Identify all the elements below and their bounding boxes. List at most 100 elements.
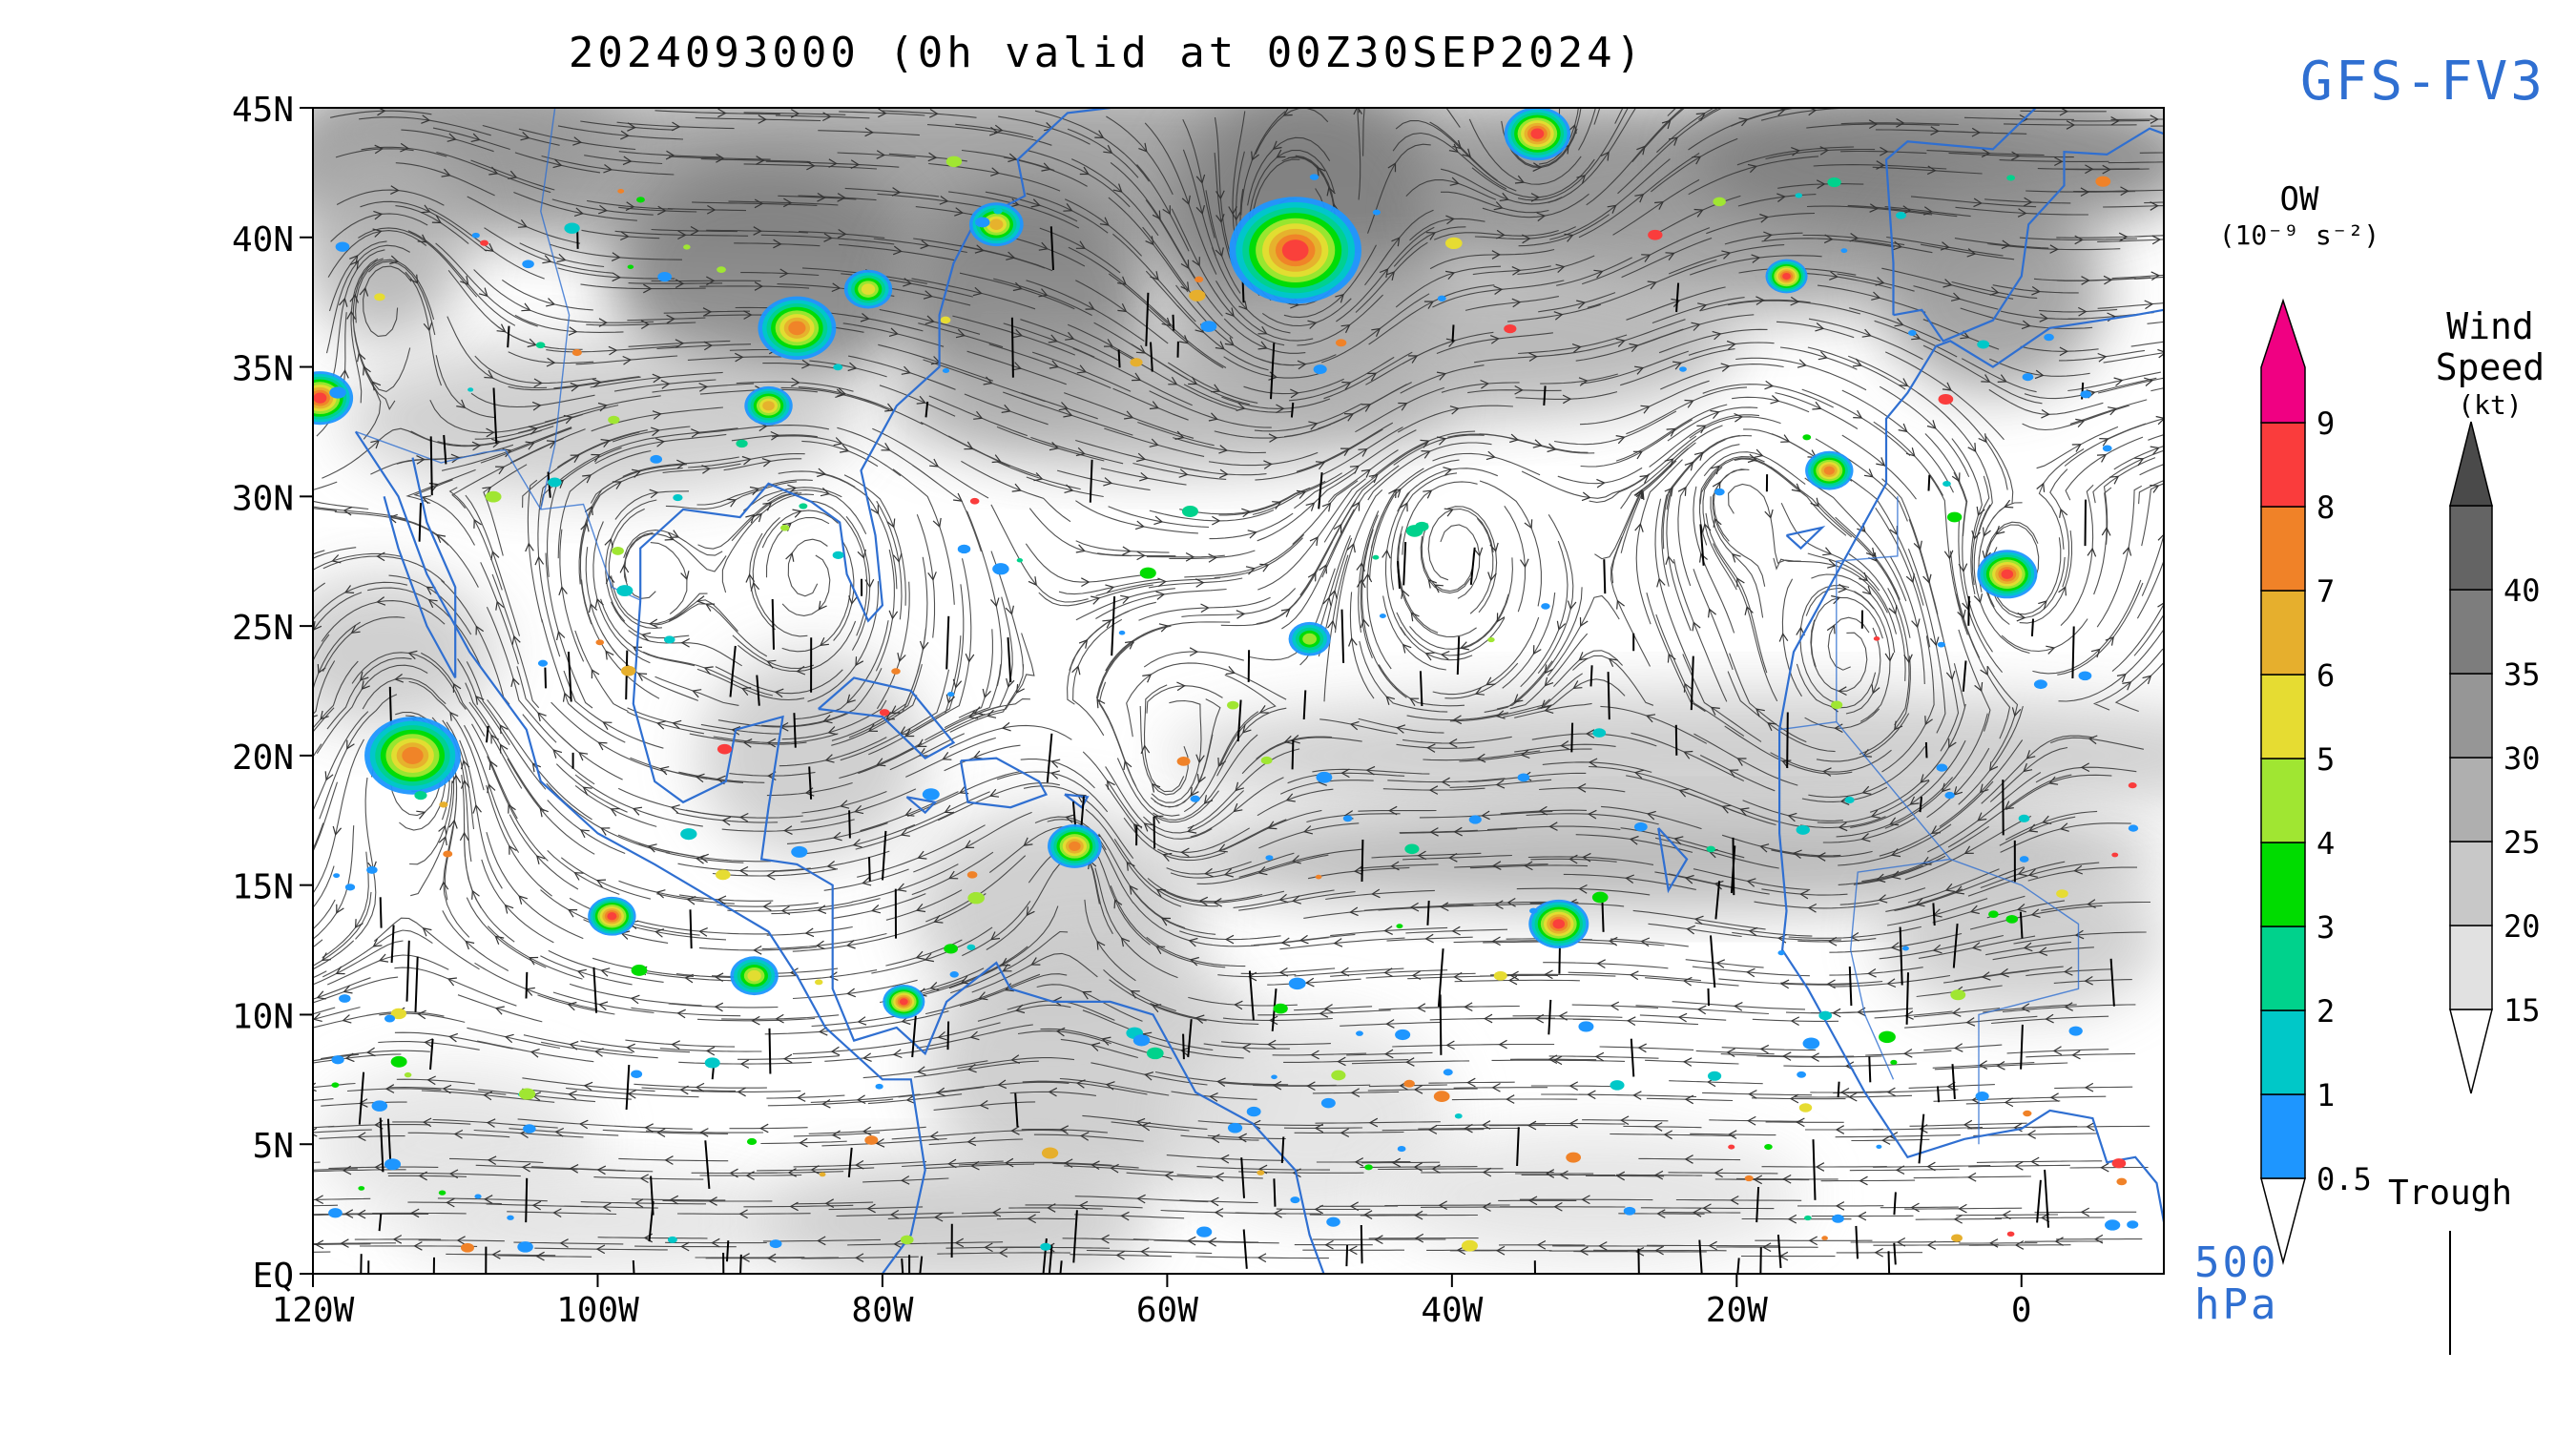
ow-speck — [975, 217, 990, 228]
ow-contour — [1823, 466, 1835, 475]
ow-speck — [663, 635, 675, 644]
ow-vortex — [843, 269, 893, 309]
ow-vortex — [1765, 259, 1808, 294]
lat-tick-label: 20N — [232, 738, 294, 778]
ow-speck — [537, 659, 549, 667]
ow-speck — [1189, 289, 1206, 302]
ow-speck — [2019, 856, 2029, 863]
ow-speck — [1796, 824, 1810, 835]
ow-speck — [1316, 771, 1333, 783]
ow-speck — [1764, 1144, 1773, 1151]
ow-contour — [2001, 569, 2014, 579]
ow-speck — [940, 316, 951, 324]
ow-speck — [439, 801, 448, 808]
ow-speck — [944, 944, 958, 954]
ow-speck — [1648, 229, 1663, 240]
ow-speck — [471, 232, 480, 239]
ow-speck — [2127, 1220, 2139, 1229]
ow-speck — [1309, 174, 1319, 180]
lat-tick-label: 5N — [253, 1127, 294, 1166]
ow-contour — [607, 912, 617, 921]
ow-speck — [949, 971, 959, 978]
ow-colorbar-bin — [2260, 298, 2306, 424]
ow-speck — [2023, 1110, 2032, 1117]
coastline — [1785, 525, 1826, 551]
ow-contour — [402, 746, 424, 764]
ow-speck — [438, 1190, 447, 1196]
wind-speed-area — [754, 1156, 1153, 1274]
ow-speck — [833, 364, 843, 371]
ow-speck — [1517, 773, 1530, 782]
ow-speck — [1331, 1070, 1346, 1081]
ow-colorbar-label: 8 — [2316, 489, 2335, 526]
ow-contour — [1281, 239, 1309, 261]
ow-speck — [1623, 1206, 1636, 1216]
wind-colorbar-label: 20 — [2503, 908, 2541, 945]
ow-contour — [747, 969, 761, 982]
wind-colorbar-label: 35 — [2503, 656, 2541, 693]
ow-vortex — [758, 296, 837, 360]
ow-colorbar-bin — [2260, 842, 2306, 927]
ow-speck — [1578, 1021, 1594, 1032]
wind-colorbar-label: 15 — [2503, 992, 2541, 1029]
ow-speck — [390, 1008, 406, 1020]
ow-speck — [1876, 1144, 1882, 1149]
ow-speck — [616, 585, 634, 597]
lat-tick-label: 10N — [232, 997, 294, 1036]
coastline — [1884, 108, 2037, 316]
ow-speck — [1372, 554, 1380, 560]
ow-speck — [2033, 679, 2047, 690]
trough-legend-label: Trough — [2388, 1174, 2512, 1213]
ow-speck — [716, 869, 731, 881]
ow-speck — [779, 524, 790, 531]
ow-speck — [1798, 1103, 1813, 1113]
ow-speck — [1454, 1113, 1463, 1119]
ow-speck — [1907, 329, 1917, 337]
ow-speck — [1190, 795, 1200, 802]
ow-speck — [1146, 1047, 1164, 1060]
wind-colorbar-bin — [2449, 757, 2493, 842]
ow-speck — [966, 944, 976, 950]
wind-colorbar-label: 40 — [2503, 572, 2541, 609]
ow-speck — [1610, 1080, 1625, 1091]
ow-contour — [899, 998, 908, 1006]
ow-speck — [1827, 177, 1841, 188]
ow-colorbar-bin — [2260, 506, 2306, 592]
wind-colorbar-bin — [2449, 925, 2493, 1010]
ow-speck — [612, 546, 624, 555]
wind-speed-area — [1879, 185, 2108, 393]
ow-speck — [1879, 1030, 1896, 1044]
pressure-level-value: 500 — [2194, 1238, 2278, 1287]
wind-speed-area — [398, 1170, 798, 1274]
ow-speck — [791, 845, 808, 858]
ow-vortex — [1805, 450, 1854, 490]
ow-colorbar-label: 7 — [2316, 573, 2335, 610]
wind-colorbar-bin — [2449, 589, 2493, 675]
coastline — [905, 796, 938, 815]
ow-speck — [717, 266, 726, 274]
ow-speck — [667, 1236, 677, 1243]
ow-speck — [1937, 641, 1946, 648]
ow-vortex — [1528, 899, 1589, 948]
ow-speck — [1566, 1152, 1582, 1163]
ow-contour — [313, 392, 327, 404]
ow-contour — [1069, 841, 1081, 852]
ow-vortex — [1504, 108, 1571, 161]
ow-speck — [2068, 1026, 2083, 1036]
longitude-axis: 120W 100W 80W 60W 40W 20W 0 — [272, 1274, 2032, 1330]
ow-speck — [1804, 1215, 1812, 1221]
map-area: 45N 40N 35N 30N 25N 20N 15N 10N 5N EQ 120W 100W 80W… — [232, 91, 2165, 1330]
ow-colorbar-bin — [2260, 1093, 2306, 1179]
ow-speck — [1130, 358, 1143, 367]
wind-colorbar-bin — [2449, 841, 2493, 926]
ow-speck — [461, 1242, 474, 1253]
ow-colorbar-bin — [2260, 422, 2306, 508]
ow-speck — [1936, 763, 1948, 772]
ow-vortex — [744, 385, 793, 426]
ow-speck — [1444, 237, 1463, 250]
ow-colorbar-bin — [2260, 674, 2306, 759]
ow-speck — [1403, 1079, 1415, 1088]
ow-speck — [1728, 1144, 1735, 1150]
ow-speck — [1950, 989, 1966, 1001]
ow-speck — [680, 828, 697, 841]
